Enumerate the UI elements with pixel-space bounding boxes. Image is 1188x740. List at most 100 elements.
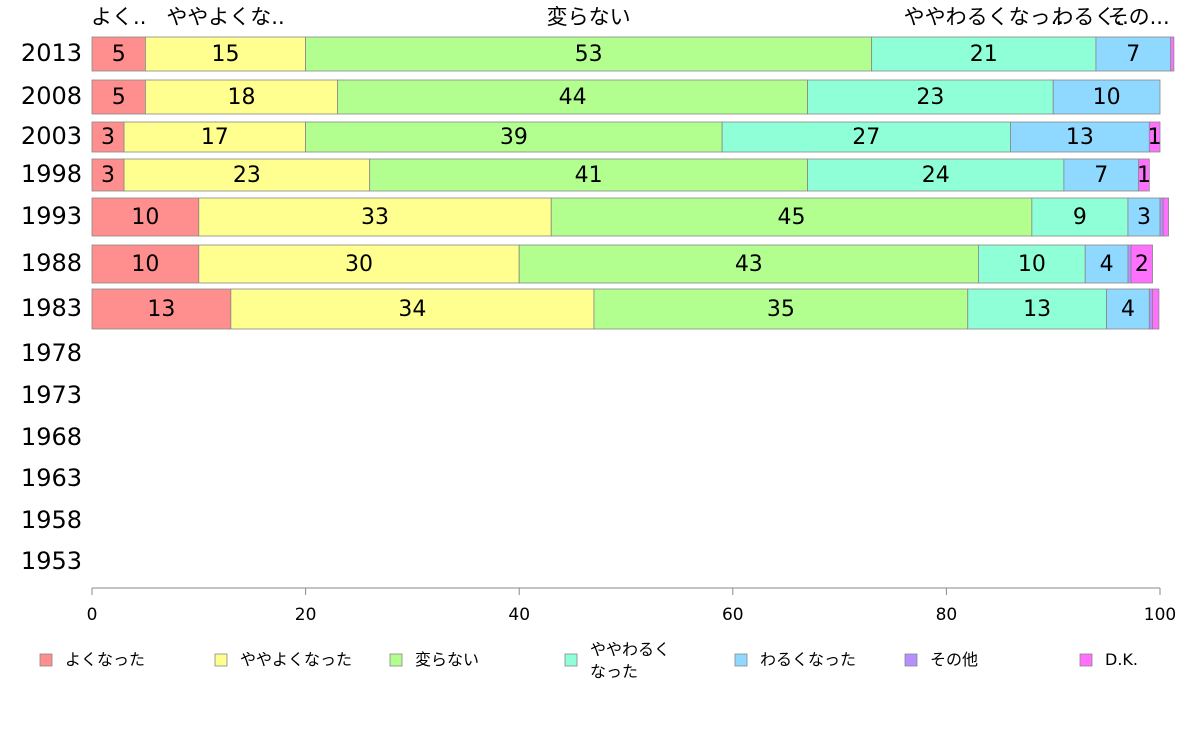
- bar-value-label: 13: [1066, 125, 1094, 150]
- bar-segment: [1052, 79, 1161, 115]
- bar-segment: [1148, 288, 1153, 330]
- bar-segment: [1152, 288, 1160, 330]
- bar-segment: [1084, 244, 1129, 284]
- y-tick-label: 1978: [21, 339, 82, 367]
- bar-value-label: 7: [1094, 163, 1108, 188]
- bar-value-label: 3: [1137, 205, 1151, 230]
- bar-value-label: 10: [131, 205, 159, 230]
- bar-value-label: 13: [1023, 297, 1051, 322]
- header-label: よく..: [91, 5, 146, 29]
- header-label: ややよくな..: [166, 5, 284, 29]
- legend-swatch: [564, 653, 578, 667]
- legend-swatch: [904, 653, 918, 667]
- header-label: 変らない: [547, 5, 631, 29]
- bar-segment: [91, 288, 232, 330]
- bar-segment: [1127, 197, 1161, 237]
- bar-value-label: 34: [398, 297, 426, 322]
- bar-segment: [91, 158, 125, 192]
- bar-segment: [807, 158, 1065, 192]
- legend-swatch: [39, 653, 53, 667]
- x-tick-label: 80: [936, 605, 958, 625]
- bar-segment: [144, 36, 306, 72]
- bar-value-label: 18: [228, 85, 256, 110]
- legend-label-line: よくなった: [65, 650, 145, 669]
- bar-segment: [967, 288, 1108, 330]
- bar-segment: [807, 79, 1054, 115]
- bar-value-label: 44: [559, 85, 587, 110]
- bar-segment: [305, 121, 723, 153]
- legend-label: よくなった: [65, 650, 145, 669]
- bar-segment: [305, 36, 873, 72]
- bar-value-label: 1: [1137, 163, 1151, 188]
- x-tick-label: 60: [722, 605, 744, 625]
- bar-value-label: 53: [575, 42, 603, 67]
- bar-segment: [91, 244, 200, 284]
- bar-segment: [91, 197, 200, 237]
- bar-value-label: 10: [1093, 85, 1121, 110]
- legend-label: ややわるくなった: [590, 640, 670, 681]
- bar-segment: [871, 36, 1097, 72]
- bar-segment: [1138, 158, 1150, 192]
- bar-segment: [198, 197, 552, 237]
- y-tick-label: 2008: [21, 82, 82, 110]
- bar-value-label: 39: [500, 125, 528, 150]
- legend-swatch: [734, 653, 748, 667]
- legend-label: D.K.: [1105, 650, 1138, 669]
- bar-value-label: 3: [101, 163, 115, 188]
- bar-segment: [1127, 244, 1132, 284]
- bar-segment: [1063, 158, 1140, 192]
- legend-label-line: わるくなった: [760, 650, 856, 669]
- y-tick-label: 1963: [21, 464, 82, 492]
- legend-label: ややよくなった: [240, 650, 352, 669]
- bar-segment: [91, 121, 125, 153]
- bar-value-label: 15: [212, 42, 240, 67]
- header-label: その...: [1108, 5, 1170, 29]
- legend-label-line: その他: [930, 650, 978, 669]
- x-tick-label: 100: [1144, 605, 1176, 625]
- bar-value-label: 23: [233, 163, 261, 188]
- header-label: わるく..: [1052, 5, 1128, 29]
- bar-value-label: 1: [1148, 125, 1162, 150]
- bar-value-label: 5: [112, 85, 126, 110]
- bar-segment: [144, 79, 339, 115]
- bar-value-label: 41: [575, 163, 603, 188]
- bar-segment: [1148, 121, 1161, 153]
- x-tick-label: 20: [295, 605, 317, 625]
- y-tick-label: 2003: [21, 122, 82, 150]
- y-tick-label: 2013: [21, 39, 82, 67]
- bar-value-label: 10: [1018, 252, 1046, 277]
- legend-label: 変らない: [415, 650, 479, 669]
- bar-segment: [593, 288, 969, 330]
- legend-label-line: ややよくなった: [240, 650, 352, 669]
- bar-value-label: 35: [767, 297, 795, 322]
- bar-segment: [1170, 36, 1175, 72]
- bar-value-label: 13: [147, 297, 175, 322]
- bar-value-label: 4: [1100, 252, 1114, 277]
- bar-value-label: 5: [112, 42, 126, 67]
- y-tick-label: 1953: [21, 547, 82, 575]
- y-tick-label: 1958: [21, 506, 82, 534]
- x-tick-label: 0: [87, 605, 98, 625]
- header-label: ややわるくなっ..: [904, 5, 1064, 29]
- bar-segment: [721, 121, 1011, 153]
- bar-value-label: 45: [778, 205, 806, 230]
- bar-segment: [978, 244, 1086, 284]
- legend-swatch: [214, 653, 228, 667]
- bar-segment: [1106, 288, 1150, 330]
- legend-label-line: D.K.: [1105, 650, 1138, 669]
- legend-label: その他: [930, 650, 978, 669]
- x-tick-label: 40: [508, 605, 530, 625]
- y-tick-label: 1973: [21, 381, 82, 409]
- y-tick-label: 1998: [21, 160, 82, 188]
- bar-segment: [337, 79, 808, 115]
- bar-segment: [369, 158, 808, 192]
- bar-value-label: 4: [1121, 297, 1135, 322]
- legend-label-line: なった: [590, 662, 638, 681]
- bar-value-label: 3: [101, 125, 115, 150]
- y-tick-label: 1993: [21, 202, 82, 230]
- bar-segment: [1162, 197, 1169, 237]
- bar-value-label: 30: [345, 252, 373, 277]
- bar-value-label: 43: [735, 252, 763, 277]
